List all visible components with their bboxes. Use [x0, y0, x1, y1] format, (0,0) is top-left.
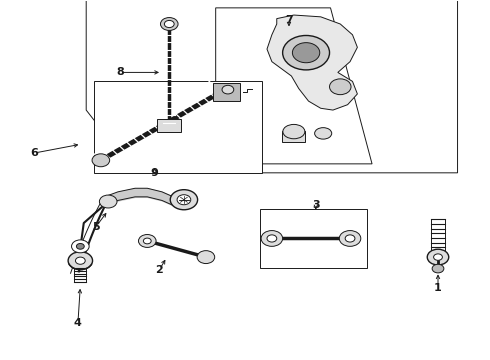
Circle shape [283, 36, 330, 70]
Circle shape [427, 249, 449, 265]
Text: 1: 1 [434, 283, 442, 293]
Circle shape [222, 85, 234, 94]
Circle shape [434, 254, 442, 260]
Circle shape [76, 243, 84, 249]
Circle shape [144, 238, 151, 244]
Circle shape [267, 235, 277, 242]
Circle shape [139, 234, 156, 247]
Polygon shape [86, 0, 458, 173]
Circle shape [197, 251, 215, 264]
Circle shape [92, 154, 110, 167]
Circle shape [293, 42, 320, 63]
Text: 5: 5 [92, 222, 100, 231]
Polygon shape [267, 15, 357, 110]
Text: 9: 9 [150, 168, 159, 178]
Bar [260, 209, 367, 268]
Bar [213, 83, 240, 101]
Ellipse shape [283, 125, 305, 139]
Circle shape [75, 257, 85, 264]
Text: 6: 6 [30, 148, 38, 158]
Text: 7: 7 [285, 15, 293, 26]
Circle shape [330, 79, 351, 95]
Bar [157, 119, 181, 132]
Circle shape [68, 252, 93, 270]
Text: 8: 8 [117, 67, 124, 77]
Polygon shape [216, 8, 372, 164]
Circle shape [99, 195, 117, 208]
Circle shape [72, 240, 89, 253]
Circle shape [261, 230, 283, 246]
Circle shape [160, 18, 178, 31]
Text: 2: 2 [156, 265, 163, 275]
Circle shape [177, 195, 191, 205]
Ellipse shape [315, 128, 332, 139]
Text: 4: 4 [74, 319, 82, 328]
Circle shape [345, 235, 355, 242]
Circle shape [339, 230, 361, 246]
Circle shape [432, 264, 444, 273]
Text: 3: 3 [312, 200, 319, 210]
Polygon shape [94, 81, 262, 173]
Circle shape [170, 190, 197, 210]
Bar [282, 131, 305, 142]
Circle shape [164, 21, 174, 28]
